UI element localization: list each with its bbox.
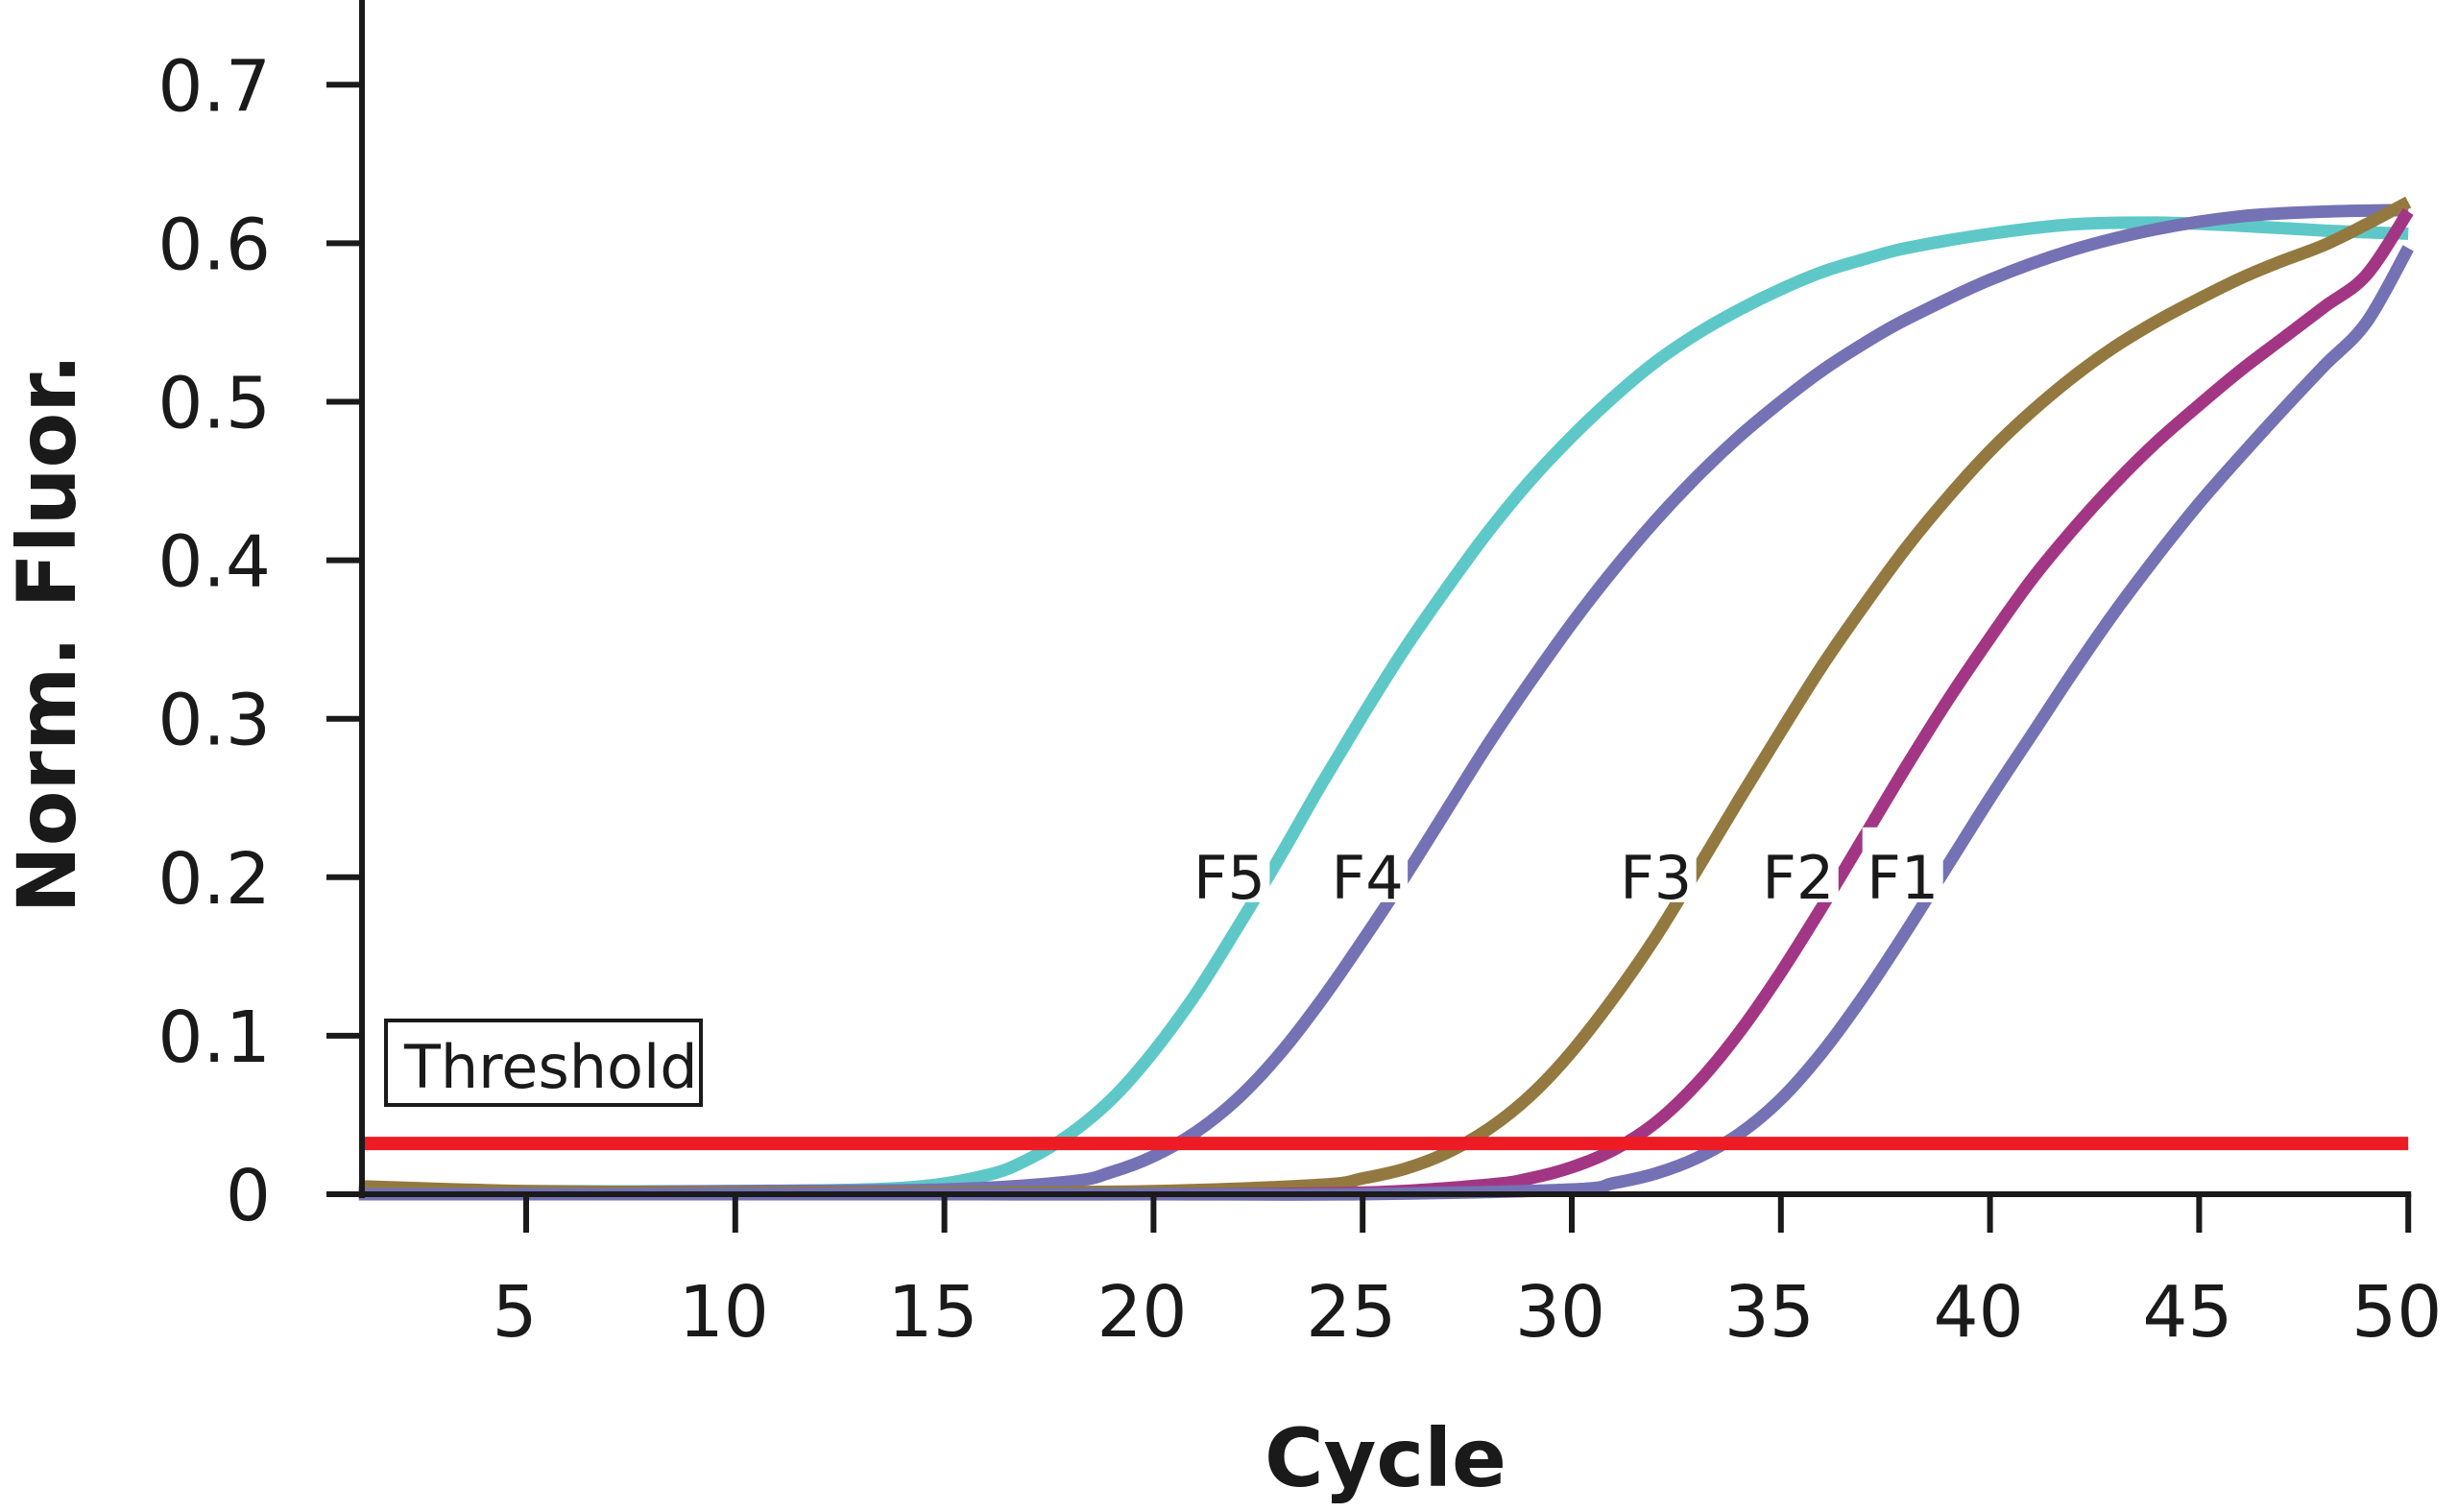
x-tick-label: 15 xyxy=(888,1271,978,1354)
curve-label-background xyxy=(1757,827,1839,902)
curve-label-f5: F5 xyxy=(1193,843,1265,913)
y-tick-label: 0 xyxy=(226,1155,271,1237)
y-tick-label: 0.1 xyxy=(157,996,271,1079)
x-tick-label: 25 xyxy=(1306,1271,1396,1354)
threshold-label-box xyxy=(384,1019,703,1107)
curve-label-background xyxy=(1327,827,1409,902)
curve-label-f1: F1 xyxy=(1867,843,1939,913)
threshold-label: Threshold xyxy=(403,1032,698,1102)
threshold: Threshold xyxy=(365,1019,2409,1151)
curve-label-background xyxy=(1862,827,1943,902)
x-tick-label: 45 xyxy=(2142,1271,2232,1354)
x-tick-label: 40 xyxy=(1934,1271,2024,1354)
y-tick-label: 0.6 xyxy=(157,204,271,286)
series-line-f4 xyxy=(358,204,2409,1199)
x-axis-title: Cycle xyxy=(1265,1411,1506,1505)
x-tick-label: 20 xyxy=(1096,1271,1187,1354)
curve-label-f3: F3 xyxy=(1620,843,1692,913)
series-line-f5 xyxy=(358,216,2409,1198)
x-tick-label: 35 xyxy=(1724,1271,1815,1354)
x-tick-label: 30 xyxy=(1515,1271,1605,1354)
y-tick-label: 0.2 xyxy=(157,838,271,921)
x-tick-label: 5 xyxy=(492,1271,537,1354)
curve-label-background xyxy=(1615,827,1697,902)
y-tick-label: 0.5 xyxy=(157,363,271,445)
y-tick-label: 0.4 xyxy=(157,521,271,604)
axes: 0 0.1 0.2 0.3 0.4 0.5 0.6 0.7 5 10 15 20 25 30 35 40 45 5… xyxy=(157,0,2442,1354)
x-tick-label: 50 xyxy=(2351,1271,2442,1354)
y-axis-title: Norm. Fluor. xyxy=(0,353,94,913)
curve-labels: F5 F4 F3 F2 F1 xyxy=(1189,827,1943,913)
curve-label-f4: F4 xyxy=(1332,843,1404,913)
y-tick-label: 0.3 xyxy=(157,680,271,762)
curve-label-background xyxy=(1189,827,1270,902)
x-tick-label: 10 xyxy=(679,1271,769,1354)
y-tick-label: 0.7 xyxy=(157,45,271,128)
curve-label-f2: F2 xyxy=(1762,843,1834,913)
